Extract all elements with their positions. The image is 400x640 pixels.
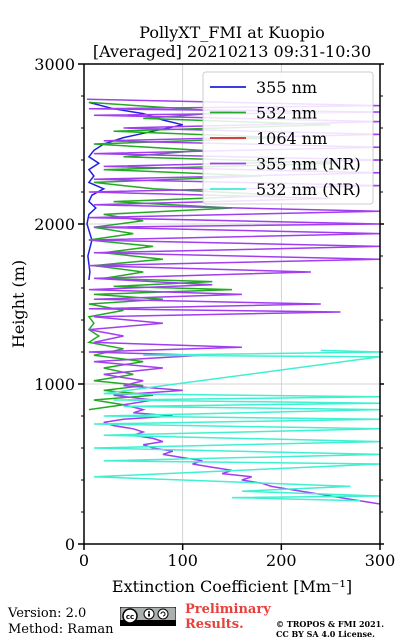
legend-box [202, 71, 374, 205]
series-line-3 [86, 98, 380, 505]
x-tick-label: 300 [365, 551, 396, 570]
preliminary-line-1: Preliminary [185, 602, 271, 617]
y-axis-label: Height (m) [9, 260, 28, 348]
preliminary-notice: Preliminary Results. [185, 602, 271, 632]
legend: 355 nm 532 nm 1064 nm 355 nm (NR) 532 nm (NR… [202, 71, 374, 205]
x-tick-label: 0 [79, 551, 89, 570]
y-tick-label: 3000 [34, 55, 75, 74]
copyright-line-2: CC BY SA 4.0 License. [276, 629, 375, 639]
legend-label-3: 355 nm (NR) [256, 155, 361, 174]
x-tick-label: 100 [167, 551, 198, 570]
preliminary-line-2: Results. [185, 617, 244, 632]
legend-label-4: 532 nm (NR) [256, 180, 361, 199]
legend-label-1: 532 nm [256, 104, 317, 123]
chart: 0 1000 2000 3000 0 100 200 300 PollyXT_FMI at K… [9, 23, 395, 596]
series-line-4 [93, 349, 380, 502]
axes: 0 1000 2000 3000 0 100 200 300 [34, 55, 395, 570]
chart-title: PollyXT_FMI at Kuopio [139, 23, 325, 42]
cc-by-sa-icon: cc [119, 606, 177, 627]
series-line-0 [86, 101, 183, 281]
y-tick-label: 1000 [34, 375, 75, 394]
y-tick-label: 0 [65, 535, 75, 554]
method-text: Method: Raman [8, 622, 114, 637]
copyright-line-1: © TROPOS & FMI 2021. [276, 619, 385, 629]
footer-version-block: Version: 2.0 Method: Raman [8, 606, 114, 638]
x-axis-label: Extinction Coefficient [Mm⁻¹] [112, 577, 352, 596]
copyright-notice: © TROPOS & FMI 2021. CC BY SA 4.0 Licens… [276, 619, 384, 639]
y-tick-label: 2000 [34, 215, 75, 234]
legend-label-0: 355 nm [256, 78, 317, 97]
svg-text:cc: cc [126, 613, 134, 621]
chart-subtitle: [Averaged] 20210213 09:31-10:30 [93, 42, 371, 61]
x-tick-label: 200 [266, 551, 297, 570]
legend-label-2: 1064 nm [256, 129, 327, 148]
version-text: Version: 2.0 [8, 606, 87, 621]
